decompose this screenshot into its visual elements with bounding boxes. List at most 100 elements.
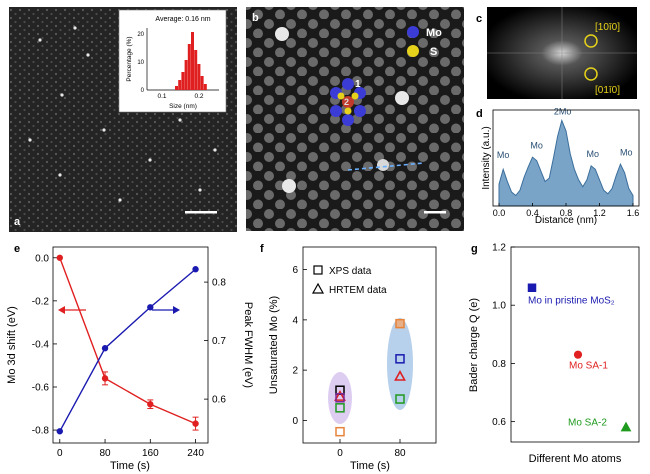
e-data-point	[56, 428, 63, 435]
d-peak-annotation: 2Mo	[554, 106, 572, 116]
e-data-point	[147, 401, 154, 408]
panel-label-b: b	[252, 12, 259, 24]
e-data-point	[56, 254, 63, 261]
e-xtick-label: 80	[99, 448, 111, 459]
inset-bar	[194, 50, 198, 90]
g-ytick-label: 1.2	[492, 243, 506, 254]
intensity-profile-area	[498, 118, 634, 207]
inset-bar	[197, 64, 201, 90]
panel-f: f 0 80 0 2 4 6 XPS data HRTEM data Time (s) U…	[260, 243, 437, 472]
bright-atom	[282, 179, 296, 193]
inset-histogram: Average: 0.16 nm Size (nm) 0.1 0.2 0 10 …	[118, 9, 227, 113]
g-ylabel: Bader charge Q (e)	[468, 298, 480, 392]
inset-bar	[184, 60, 188, 90]
d-xlabel: Distance (nm)	[535, 215, 597, 226]
f-xlabel: Time (s)	[350, 460, 390, 472]
f-data-point	[335, 403, 345, 413]
panel-label-a: a	[14, 216, 21, 228]
line-profile-path	[347, 162, 425, 171]
panel-label-c: c	[476, 13, 482, 25]
bright-atom	[395, 91, 409, 105]
inset-ytick: 10	[137, 60, 144, 66]
legend-mo-label: Mo	[426, 27, 442, 39]
line-profile-plot: 0.0 0.4 0.8 1.2 1.6 Mo Mo 2Mo Mo Mo	[493, 106, 640, 218]
f-data-point	[335, 426, 345, 437]
e-ytick-label: -0.4	[32, 339, 50, 350]
inset-ytick: 0	[141, 88, 145, 94]
panel-label-e: e	[14, 243, 20, 255]
legend-s-marker	[407, 45, 419, 57]
e-data-point	[192, 420, 199, 427]
d-peak-annotation: Mo	[587, 149, 600, 159]
d-xtick-label: 1.6	[627, 208, 640, 218]
g-point-label: Mo SA-2	[568, 417, 607, 428]
e-data-point	[192, 266, 199, 273]
inset-xlabel: Size (nm)	[169, 103, 197, 110]
g-frame	[510, 246, 640, 443]
atom-model-overlay	[330, 78, 366, 126]
panel-d: d 0.0 0.4 0.8 1.2 1.6 Mo Mo 2Mo Mo Mo Distance (n…	[476, 106, 640, 226]
e-series-line	[59, 257, 196, 425]
f-data-point	[395, 318, 405, 329]
e-frame	[52, 246, 209, 444]
legend-s-label: S	[430, 46, 437, 58]
d-peak-annotation: Mo	[620, 147, 633, 157]
legend-hrtem-marker	[311, 282, 325, 294]
panel-b-micrograph	[246, 7, 464, 231]
site-label-2: 2	[344, 97, 349, 107]
inset-ylabel: Percentage (%)	[126, 36, 133, 81]
e-data-point	[101, 375, 109, 382]
g-point-label: Mo SA-1	[569, 361, 608, 372]
f-data-point	[334, 390, 346, 401]
f-data-point	[394, 369, 406, 381]
scale-bar-b	[424, 211, 446, 214]
g-xlabel: Different Mo atoms	[529, 453, 622, 465]
e-xtick-label: 240	[187, 448, 204, 459]
e-xlabel: Time (s)	[110, 460, 150, 472]
e-ytick-right-label: 0.8	[212, 278, 226, 289]
inset-bar	[181, 72, 185, 90]
f-plot: 0 80 0 2 4 6	[292, 265, 406, 459]
inset-background	[118, 9, 227, 113]
d-xtick-label: 0.4	[526, 208, 539, 218]
e-ytick-label: -0.2	[32, 296, 50, 307]
e-data-point	[147, 304, 154, 311]
e-ytick-label: -0.8	[32, 426, 50, 437]
inset-bar	[200, 76, 204, 90]
d-xtick-label: 0.0	[493, 208, 506, 218]
g-point-label: Mo in pristine MoS₂	[528, 296, 615, 307]
inset-bar	[191, 32, 194, 90]
panel-b: b Mo S 1 2	[246, 7, 464, 231]
bright-atom	[377, 159, 389, 171]
e-data-point	[101, 345, 109, 352]
legend-mo-marker	[407, 26, 419, 38]
f-ytick-label: 0	[292, 416, 298, 427]
g-data-point	[573, 350, 583, 359]
g-ytick-label: 1.0	[492, 301, 506, 312]
cluster-0s	[328, 372, 352, 424]
legend-xps-label: XPS data	[329, 266, 372, 277]
e-ytick-label: -0.6	[32, 383, 50, 394]
inset-title: Average: 0.16 nm	[155, 16, 210, 23]
inset-bar	[187, 44, 191, 90]
panel-label-d: d	[476, 108, 483, 120]
scale-bar-a	[185, 211, 217, 214]
f-ytick-label: 6	[292, 265, 298, 276]
inset-xtick: 0.2	[194, 93, 203, 100]
e-xtick-label: 160	[142, 448, 159, 459]
fft-spot-label: [01ī0]	[595, 85, 620, 96]
left-axis-arrow	[58, 306, 86, 314]
f-frame	[302, 246, 437, 444]
right-axis-arrow	[152, 306, 180, 314]
inset-bars	[175, 32, 207, 90]
panel-e: e 0 80 160 2400.0-0.2-0.4-0.6-0.80.60.70.8 …	[6, 243, 254, 472]
inset-ytick: 20	[137, 32, 144, 38]
bright-atom	[275, 27, 289, 41]
legend-xps-marker	[313, 265, 323, 275]
legend-hrtem-label: HRTEM data	[329, 285, 387, 296]
inset-bar	[178, 80, 182, 90]
site-label-1: 1	[355, 79, 361, 90]
f-ytick-label: 2	[292, 366, 298, 377]
g-plot: 0.6 0.8 1.0 1.2 Mo in pristine MoS₂ Mo SA-1 Mo…	[492, 243, 632, 432]
f-ylabel: Unsaturated Mo (%)	[268, 296, 280, 394]
